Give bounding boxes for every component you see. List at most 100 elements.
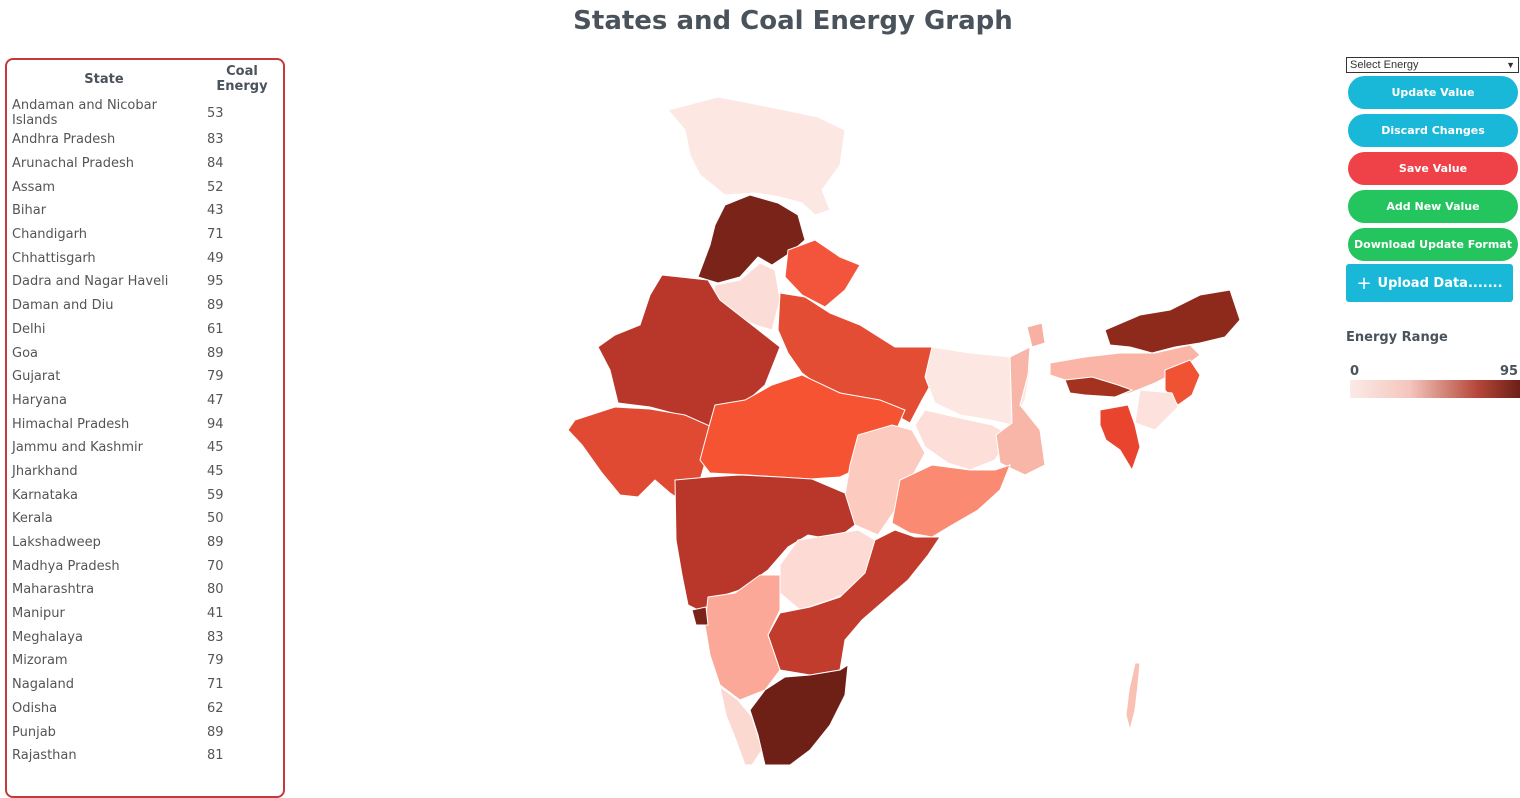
- table-row[interactable]: Nagaland 71: [7, 673, 283, 697]
- coal-energy-value-cell: 84: [207, 156, 224, 172]
- state-name-cell: Karnataka: [12, 487, 78, 503]
- map-region-jharkhand[interactable]: [914, 409, 1011, 471]
- download-update-format-button[interactable]: Download Update Format: [1348, 228, 1518, 261]
- energy-range-gradient-bar: [1350, 380, 1520, 398]
- state-name-cell: Dadra and Nagar Haveli: [12, 274, 169, 290]
- state-name-cell: Nagaland: [12, 677, 74, 693]
- coal-energy-value-cell: 53: [207, 105, 224, 121]
- table-row[interactable]: Kerala 50: [7, 507, 283, 531]
- map-region-sikkim[interactable]: [1026, 322, 1046, 348]
- table-body: Andaman and Nicobar Islands 53 Andhra Prad…: [7, 98, 283, 768]
- table-row[interactable]: Chhattisgarh 49: [7, 246, 283, 270]
- plus-icon: +: [1356, 272, 1372, 294]
- map-region-meghalaya[interactable]: [1064, 376, 1134, 398]
- state-name-cell: Madhya Pradesh: [12, 558, 120, 574]
- state-name-cell: Manipur: [12, 606, 65, 622]
- map-region-himachal-punjab[interactable]: [697, 194, 806, 284]
- india-map[interactable]: [540, 85, 1260, 766]
- india-map-svg[interactable]: [540, 85, 1260, 766]
- map-region-jammu-kashmir[interactable]: [667, 96, 846, 216]
- map-region-karnataka[interactable]: [704, 574, 781, 701]
- map-region-uttar-pradesh[interactable]: [777, 292, 936, 424]
- table-row[interactable]: Bihar 43: [7, 199, 283, 223]
- update-value-button[interactable]: Update Value: [1348, 76, 1518, 109]
- coal-energy-value-cell: 71: [207, 227, 224, 243]
- state-name-cell: Bihar: [12, 203, 47, 219]
- state-name-cell: Lakshadweep: [12, 535, 101, 551]
- add-new-value-button[interactable]: Add New Value: [1348, 190, 1518, 223]
- state-name-cell: Mizoram: [12, 653, 68, 669]
- table-row[interactable]: Chandigarh 71: [7, 223, 283, 247]
- table-row[interactable]: Daman and Diu 89: [7, 294, 283, 318]
- energy-range-min: 0: [1350, 364, 1360, 379]
- state-name-cell: Maharashtra: [12, 582, 95, 598]
- map-region-tripura[interactable]: [1099, 404, 1141, 472]
- state-name-cell: Meghalaya: [12, 629, 83, 645]
- table-row[interactable]: Andhra Pradesh 83: [7, 128, 283, 152]
- table-row[interactable]: Madhya Pradesh 70: [7, 554, 283, 578]
- table-row[interactable]: Mizoram 79: [7, 649, 283, 673]
- state-name-cell: Arunachal Pradesh: [12, 156, 134, 172]
- map-region-andaman-islands[interactable]: [1125, 662, 1141, 732]
- coal-energy-column-header: Coal Energy: [216, 64, 268, 94]
- map-region-uttarakhand[interactable]: [784, 239, 861, 308]
- map-region-goa[interactable]: [691, 606, 709, 626]
- table-row[interactable]: Karnataka 59: [7, 483, 283, 507]
- table-row[interactable]: Odisha 62: [7, 697, 283, 721]
- coal-energy-value-cell: 81: [207, 748, 224, 764]
- state-energy-table-panel[interactable]: State Coal Energy Andaman and Nicobar Is…: [5, 58, 285, 798]
- table-row[interactable]: Assam 52: [7, 175, 283, 199]
- table-row[interactable]: Himachal Pradesh 94: [7, 412, 283, 436]
- table-row[interactable]: Dadra and Nagar Haveli 95: [7, 270, 283, 294]
- map-region-tamil-nadu[interactable]: [749, 664, 849, 766]
- coal-energy-value-cell: 62: [207, 700, 224, 716]
- upload-data-label: Upload Data.......: [1377, 275, 1503, 291]
- coal-energy-value-cell: 61: [207, 321, 224, 337]
- table-row[interactable]: Rajasthan 81: [7, 744, 283, 768]
- state-name-cell: Jammu and Kashmir: [12, 440, 143, 456]
- state-name-cell: Andaman and Nicobar Islands: [12, 98, 157, 128]
- state-name-cell: Goa: [12, 345, 38, 361]
- table-row[interactable]: Punjab 89: [7, 720, 283, 744]
- state-name-cell: Chhattisgarh: [12, 250, 96, 266]
- coal-energy-value-cell: 70: [207, 558, 224, 574]
- map-region-andhra-pradesh[interactable]: [767, 529, 941, 676]
- state-name-cell: Assam: [12, 179, 56, 195]
- coal-energy-value-cell: 79: [207, 653, 224, 669]
- table-row[interactable]: Lakshadweep 89: [7, 531, 283, 555]
- table-row[interactable]: Jharkhand 45: [7, 460, 283, 484]
- table-row[interactable]: Andaman and Nicobar Islands 53: [7, 98, 283, 128]
- table-row[interactable]: Gujarat 79: [7, 365, 283, 389]
- table-row[interactable]: Manipur 41: [7, 602, 283, 626]
- map-region-odisha[interactable]: [891, 464, 1011, 538]
- state-name-cell: Chandigarh: [12, 227, 87, 243]
- state-name-cell: Haryana: [12, 392, 67, 408]
- state-name-cell: Rajasthan: [12, 748, 77, 764]
- map-region-arunachal-pradesh[interactable]: [1104, 289, 1241, 354]
- table-row[interactable]: Goa 89: [7, 341, 283, 365]
- state-energy-table: State Coal Energy Andaman and Nicobar Is…: [7, 60, 283, 768]
- state-name-cell: Kerala: [12, 511, 53, 527]
- save-value-button[interactable]: Save Value: [1348, 152, 1518, 185]
- coal-energy-value-cell: 45: [207, 440, 224, 456]
- map-region-mizoram[interactable]: [1134, 389, 1179, 431]
- table-row[interactable]: Meghalaya 83: [7, 625, 283, 649]
- discard-changes-button[interactable]: Discard Changes: [1348, 114, 1518, 147]
- energy-select-dropdown[interactable]: Select Energy ▼: [1346, 57, 1519, 73]
- coal-energy-value-cell: 83: [207, 132, 224, 148]
- table-row[interactable]: Jammu and Kashmir 45: [7, 436, 283, 460]
- table-row[interactable]: Arunachal Pradesh 84: [7, 152, 283, 176]
- state-name-cell: Gujarat: [12, 369, 61, 385]
- table-row[interactable]: Haryana 47: [7, 389, 283, 413]
- map-region-west-bengal[interactable]: [995, 346, 1046, 476]
- state-name-cell: Delhi: [12, 321, 46, 337]
- table-header-row: State Coal Energy: [7, 60, 283, 98]
- coal-energy-value-cell: 89: [207, 345, 224, 361]
- coal-energy-value-cell: 41: [207, 606, 224, 622]
- coal-energy-value-cell: 89: [207, 298, 224, 314]
- table-row[interactable]: Maharashtra 80: [7, 578, 283, 602]
- map-region-manipur[interactable]: [1164, 359, 1201, 406]
- upload-data-button[interactable]: + Upload Data.......: [1346, 264, 1513, 302]
- page-title: States and Coal Energy Graph: [573, 6, 1013, 36]
- table-row[interactable]: Delhi 61: [7, 318, 283, 342]
